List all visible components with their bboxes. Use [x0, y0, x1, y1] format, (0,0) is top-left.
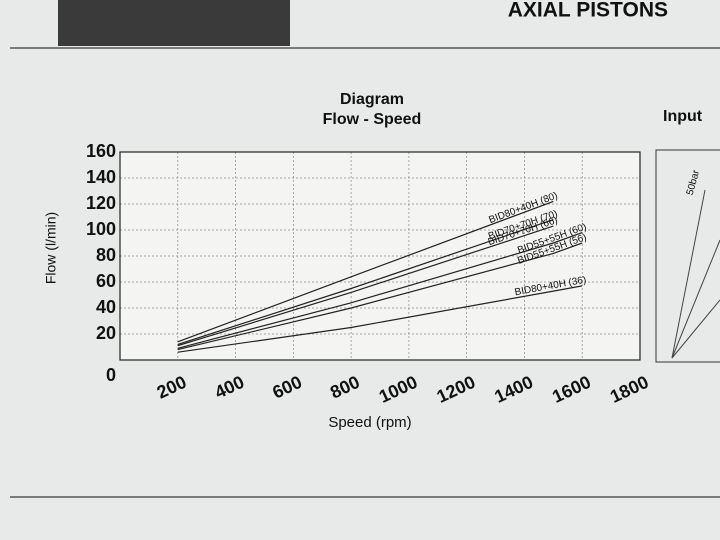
chart-subtitle: Flow - Speed	[323, 111, 422, 128]
series-line	[177, 200, 554, 343]
series-line	[177, 285, 583, 353]
series-line	[177, 242, 583, 351]
y-tick-label: 20	[96, 323, 116, 343]
series-line	[177, 225, 554, 347]
y-tick-label: 40	[96, 297, 116, 317]
x-tick-label: 600	[269, 372, 305, 403]
x-tick-label: 1400	[491, 372, 536, 407]
x-tick-label: 1200	[434, 372, 479, 407]
y-tick-label: 160	[86, 141, 116, 161]
y-tick-label: 120	[86, 193, 116, 213]
side-panel-line	[671, 189, 706, 359]
y-axis-label: Flow (l/min)	[43, 212, 59, 284]
x-tick-label: 800	[327, 372, 363, 403]
chart-title: Diagram	[340, 91, 404, 108]
side-panel-line	[671, 239, 720, 359]
x-tick-label: 1000	[376, 372, 421, 407]
y-tick-label: 80	[96, 245, 116, 265]
y-tick-label: 140	[86, 167, 116, 187]
series-line	[177, 232, 583, 349]
side-panel-frame	[655, 149, 720, 363]
x-tick-label: 200	[154, 372, 190, 403]
series-line	[177, 219, 554, 345]
y-tick-label: 100	[86, 219, 116, 239]
side-panel-line	[671, 299, 720, 359]
logo-box	[58, 0, 290, 46]
y-tick-label: 60	[96, 271, 116, 291]
plot-frame	[119, 151, 641, 361]
x-tick-label: 1600	[549, 372, 594, 407]
header-title: AXIAL PISTONS	[508, 0, 668, 22]
y-tick-label: 0	[106, 365, 116, 385]
x-axis-label: Speed (rpm)	[328, 414, 411, 431]
x-tick-label: 1800	[607, 372, 652, 407]
side-panel-label: 50bar	[685, 168, 702, 196]
x-tick-label: 400	[212, 372, 248, 403]
side-panel-title: Input	[663, 108, 703, 125]
